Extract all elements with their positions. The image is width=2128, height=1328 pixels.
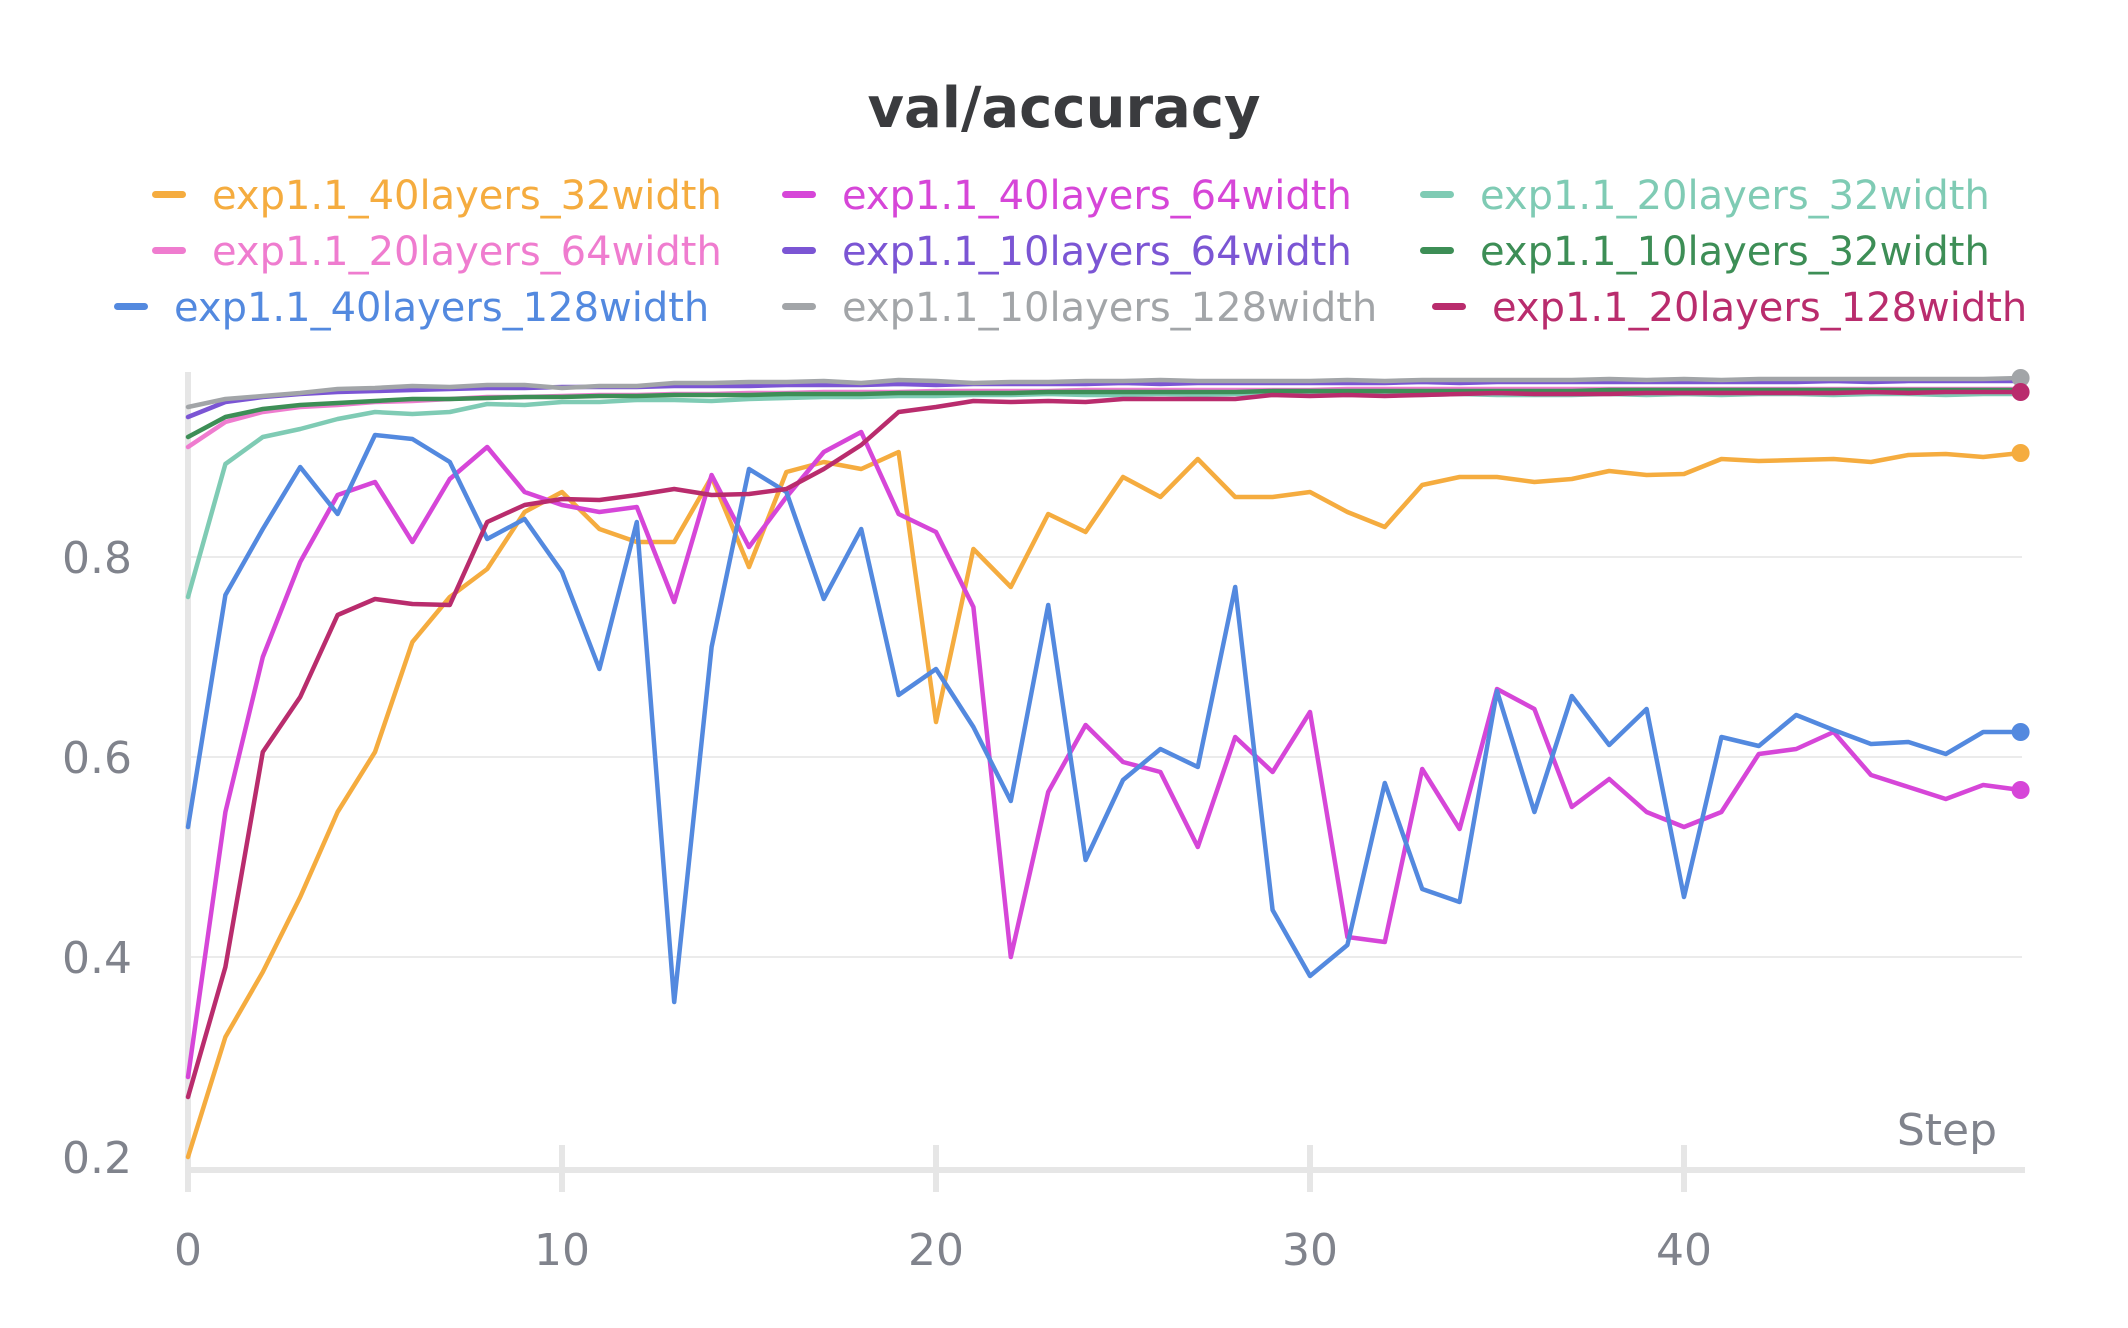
series-lines [185,369,2030,1160]
legend-swatch [782,246,816,254]
series-end-marker [2011,369,2030,387]
gridlines [185,556,2022,1192]
x-tick-label: 10 [534,1225,590,1276]
legend-swatch [782,190,816,198]
y-tick-label: 0.6 [62,733,132,784]
series-line [185,449,2023,1160]
series-line [185,432,2023,1005]
chart-title: val/accuracy [867,76,1261,141]
legend-label: exp1.1_20layers_32width [1480,173,1990,219]
series-end-marker [2011,723,2030,741]
tick-labels: 0.2 0.4 0.6 0.8 0 10 20 30 40 [62,533,1712,1276]
y-tick-label: 0.2 [62,1133,132,1184]
legend-row: exp1.1_20layers_64width exp1.1_10layers_… [0,224,2128,280]
legend-item[interactable]: exp1.1_40layers_32width [152,168,722,224]
legend-swatch [152,190,186,198]
legend-row: exp1.1_40layers_32width exp1.1_40layers_… [0,168,2128,224]
legend-label: exp1.1_40layers_32width [212,173,722,219]
x-tick-label: 30 [1282,1225,1338,1276]
series-end-marker [2011,781,2030,799]
legend-item[interactable]: exp1.1_20layers_64width [152,224,722,280]
legend-swatch [1432,302,1466,310]
legend-item[interactable]: exp1.1_10layers_64width [782,224,1352,280]
series-line [185,387,2023,440]
legend-label: exp1.1_10layers_32width [1480,229,1990,275]
legend-swatch [114,302,148,310]
y-tick-label: 0.4 [62,933,132,984]
legend-row: exp1.1_40layers_128width exp1.1_10layers… [0,280,2128,336]
x-tick-label: 40 [1656,1225,1712,1276]
x-tick-label: 20 [908,1225,964,1276]
legend-item[interactable]: exp1.1_20layers_128width [1432,280,2027,336]
legend-label: exp1.1_10layers_128width [842,285,1378,331]
axes [185,372,2025,1173]
legend-label: exp1.1_40layers_64width [842,173,1352,219]
legend-swatch [782,302,816,310]
series-end-marker [2011,444,2030,462]
y-tick-label: 0.8 [62,533,132,584]
legend-swatch [152,246,186,254]
series-end-marker [2011,383,2030,401]
legend-item[interactable]: exp1.1_10layers_128width [782,280,1377,336]
legend-item[interactable]: exp1.1_40layers_128width [114,280,709,336]
legend-item[interactable]: exp1.1_40layers_64width [782,168,1352,224]
legend-item[interactable]: exp1.1_10layers_32width [1420,224,1990,280]
series-line [185,429,2023,1080]
series-line [185,375,2023,410]
legend-item[interactable]: exp1.1_20layers_32width [1420,168,1990,224]
legend-label: exp1.1_10layers_64width [842,229,1352,275]
legend-label: exp1.1_20layers_64width [212,229,722,275]
legend-label: exp1.1_40layers_128width [174,285,710,331]
x-tick-label: 0 [174,1225,202,1276]
series-line [185,389,2023,1100]
x-axis-label: Step [1897,1105,1997,1156]
legend-swatch [1420,246,1454,254]
series-line [185,391,2023,600]
legend-label: exp1.1_20layers_128width [1492,285,2028,331]
legend-swatch [1420,190,1454,198]
